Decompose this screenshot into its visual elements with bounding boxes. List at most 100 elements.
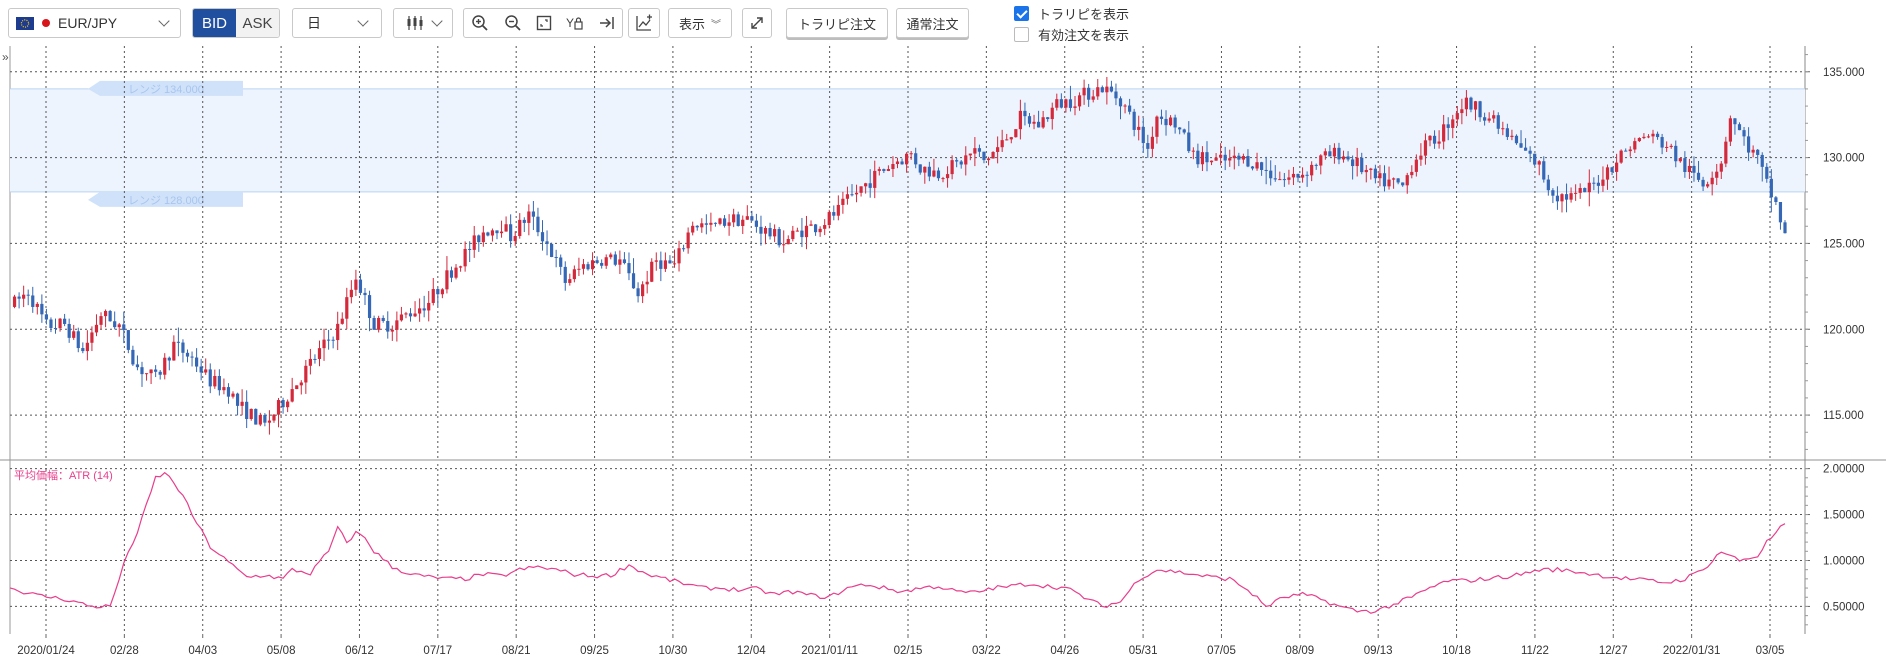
candle-down: [126, 330, 130, 350]
candle-down: [495, 230, 499, 234]
candle-up: [1319, 155, 1323, 166]
candle-up: [463, 248, 467, 267]
trailpi-order-button[interactable]: トラリピ注文: [786, 8, 888, 38]
candle-up: [1369, 168, 1373, 170]
candle-down: [17, 296, 21, 299]
x-tick-label: 05/08: [267, 645, 296, 657]
candle-down: [477, 235, 481, 243]
zoom-out-icon[interactable]: [504, 14, 522, 32]
candle-down: [1564, 194, 1569, 200]
candle-down: [1483, 117, 1487, 121]
candle-up: [1123, 105, 1127, 107]
normal-order-button[interactable]: 通常注文: [896, 8, 969, 38]
candle-up: [1414, 159, 1418, 172]
candle-up: [1200, 152, 1205, 165]
bid-button[interactable]: BID: [193, 9, 236, 37]
candle-down: [1674, 145, 1678, 162]
x-tick-label: 09/25: [580, 645, 609, 657]
show-active-orders-checkbox[interactable]: [1014, 27, 1029, 42]
candle-up: [581, 264, 586, 269]
candle-up: [35, 303, 39, 307]
candle-up: [1287, 177, 1291, 180]
candle-up: [1168, 117, 1173, 126]
candle-down: [1305, 174, 1309, 176]
y-axis-lock-icon[interactable]: Y: [566, 15, 584, 31]
candle-down: [235, 393, 240, 406]
candle-down: [1269, 170, 1273, 179]
candle-up: [809, 224, 813, 226]
candle-down: [868, 183, 872, 188]
candle-up: [513, 236, 517, 242]
candle-down: [408, 313, 413, 317]
range-lower-tag: [88, 191, 243, 207]
candle-up: [317, 348, 322, 360]
candle-down: [1546, 179, 1550, 191]
candle-up: [1510, 135, 1514, 137]
candle-up: [1719, 163, 1723, 172]
candle-up: [1587, 182, 1591, 193]
candle-down: [832, 212, 836, 216]
candle-down: [927, 166, 931, 177]
show-trailpi-checkbox[interactable]: [1014, 6, 1029, 21]
candle-down: [627, 263, 631, 274]
x-tick-label: 02/28: [110, 645, 139, 657]
candle-down: [195, 357, 199, 367]
candle-up: [144, 373, 149, 375]
show-trailpi-option[interactable]: トラリピを表示: [1014, 4, 1129, 23]
display-menu-button[interactable]: 表示 ︾: [668, 8, 732, 38]
candle-down: [1346, 156, 1350, 160]
candle-up: [1492, 115, 1496, 119]
timeframe-select[interactable]: 日: [292, 8, 382, 38]
y-tick-label: 115.000: [1823, 410, 1864, 422]
candle-up: [1228, 158, 1232, 161]
candle-down: [422, 308, 426, 311]
candle-down: [226, 387, 231, 397]
chart-type-select[interactable]: [393, 8, 453, 38]
candle-up: [354, 279, 358, 290]
fullscreen-button[interactable]: [742, 8, 772, 38]
candle-up: [1241, 156, 1245, 160]
candle-down: [1023, 110, 1027, 117]
x-tick-label: 2020/01/24: [17, 645, 75, 657]
candle-down: [181, 342, 185, 353]
candle-up: [1637, 138, 1641, 142]
candle-down: [850, 194, 854, 196]
candle-down: [1655, 133, 1660, 138]
candle-down: [386, 321, 390, 332]
candle-down: [1118, 98, 1123, 107]
candle-up: [1569, 193, 1573, 200]
candle-down: [531, 211, 535, 217]
candle-up: [304, 365, 308, 383]
candle-down: [1778, 201, 1783, 223]
candle-down: [586, 264, 590, 270]
collapse-panel-icon[interactable]: »: [2, 50, 9, 64]
candle-up: [445, 270, 449, 290]
candle-up: [1055, 99, 1059, 108]
candle-down: [1756, 149, 1760, 155]
candle-down: [313, 358, 317, 360]
candle-up: [1646, 136, 1651, 138]
show-active-orders-option[interactable]: 有効注文を表示: [1014, 25, 1129, 44]
candle-down: [1159, 116, 1164, 119]
zoom-in-icon[interactable]: [471, 14, 489, 32]
x-tick-label: 10/18: [1442, 645, 1471, 657]
scroll-to-latest-icon[interactable]: [599, 16, 615, 30]
add-indicator-button[interactable]: [628, 8, 660, 38]
candle-up: [472, 235, 476, 250]
fit-screen-icon[interactable]: [536, 15, 552, 31]
chevron-down-icon: [431, 15, 443, 27]
candle-up: [267, 420, 272, 423]
chevron-down-icon: [158, 15, 170, 27]
candle-down: [1505, 128, 1509, 137]
candle-up: [1000, 140, 1004, 148]
symbol-select[interactable]: EUR/JPY: [8, 8, 181, 38]
candle-up: [1451, 119, 1455, 128]
ask-button[interactable]: ASK: [236, 9, 279, 37]
candle-up: [691, 225, 695, 233]
candle-up: [1255, 162, 1259, 169]
x-tick-label: 09/13: [1364, 645, 1393, 657]
candle-up: [968, 153, 972, 156]
price-chart[interactable]: レンジ 134.000 レンジ 128.000 2020/01/24 02/28 04/…: [0, 46, 1886, 664]
candle-down: [559, 257, 563, 267]
chart-toolbar: EUR/JPY BID ASK 日 Y 表示 ︾ トラリピ注文 通常注文 ト: [0, 0, 1886, 46]
